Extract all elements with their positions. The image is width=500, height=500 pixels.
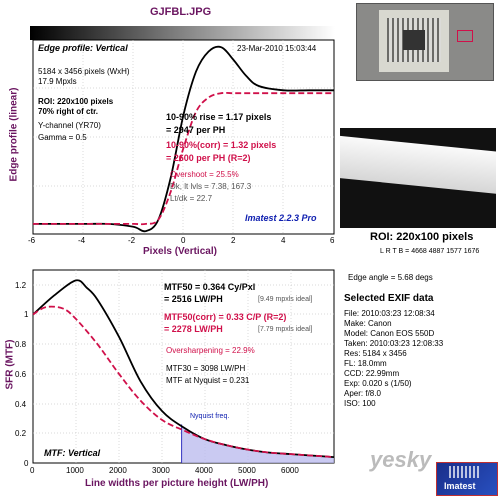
mtf50c-ideal-text: [7.79 mpxls ideal]: [258, 326, 313, 333]
mtf50-text: MTF50 = 0.364 Cy/Pxl: [164, 282, 256, 292]
edge-xtick: 2: [231, 236, 236, 245]
edge-dims: 5184 x 3456 pixels (WxH): [38, 67, 130, 76]
mtf-corrected-line: [32, 305, 335, 458]
edge-profile-plot: [32, 39, 335, 235]
roi-crop-image: [340, 128, 496, 228]
mtf-ytick: 1: [24, 310, 29, 319]
edge-datetime: 23-Mar-2010 15:03:44: [237, 44, 317, 53]
edge-roi: ROI: 220x100 pixels: [38, 97, 114, 106]
edge-corrected-line: [33, 91, 334, 226]
edge-angle: Edge angle = 5.68 degs: [348, 273, 433, 282]
mtf-nyquist-text: MTF at Nyquist = 0.231: [166, 376, 250, 385]
imatest-version: Imatest 2.2.3 Pro: [245, 213, 317, 223]
exif-row: CCD: 22.99mm: [344, 369, 400, 378]
rise-corr-text: 10-90%(corr) = 1.32 pixels: [166, 140, 277, 150]
mtf50-ideal-text: [9.49 mpxls ideal]: [258, 296, 313, 303]
edge-measured-line: [33, 45, 334, 233]
exif-row: FL: 18.0mm: [344, 359, 387, 368]
overshoot-text: Overshoot = 25.5%: [170, 170, 239, 179]
edge-gamma: Gamma = 0.5: [38, 133, 87, 142]
mtf-xtick: 3000: [152, 466, 170, 475]
gray-gradient-strip: [30, 26, 335, 40]
roi-size-label: ROI: 220x100 pixels: [370, 231, 474, 243]
chart-thumbnail: [356, 3, 494, 81]
exif-row: Make: Canon: [344, 319, 392, 328]
mtf-xtick: 1000: [66, 466, 84, 475]
mtf-ylabel: SFR (MTF): [4, 339, 16, 390]
filename-title: GJFBL.JPG: [150, 6, 212, 18]
rise-corr-ph-text: = 2600 per PH (R=2): [166, 153, 251, 163]
nyquist-label: Nyquist freq.: [190, 413, 230, 420]
edge-xtick: 0: [181, 236, 186, 245]
edge-xtick: -6: [28, 236, 36, 245]
exif-row: Model: Canon EOS 550D: [344, 329, 435, 338]
roi-coords: L R T B = 4668 4887 1577 1676: [380, 248, 480, 255]
edge-xtick: -2: [128, 236, 136, 245]
mtf50c-lw-text: = 2278 LW/PH: [164, 324, 223, 334]
mtf-ytick: 0.8: [15, 340, 27, 349]
exif-title: Selected EXIF data: [344, 293, 434, 304]
ltdk-text: Lt/dk = 22.7: [170, 194, 213, 203]
mtf-xtick: 2000: [109, 466, 127, 475]
edge-xtick: -4: [78, 236, 86, 245]
exif-row: ISO: 100: [344, 399, 376, 408]
edge-xlabel: Pixels (Vertical): [143, 246, 217, 257]
nyquist-region: [181, 425, 334, 463]
rise-text: 10-90% rise = 1.17 pixels: [166, 112, 272, 122]
oversharpening-text: Oversharpening = 22.9%: [166, 346, 255, 355]
exif-list: File: 2010:03:23 12:08:34 Make: Canon Mo…: [344, 309, 443, 408]
edge-roi-pos: 70% right of ctr.: [38, 107, 99, 116]
mtf-xtick: 0: [30, 466, 35, 475]
edge-mpxls: 17.9 Mpxls: [38, 77, 77, 86]
exif-row: Aper: f/8.0: [344, 389, 381, 398]
mtf50-lw-text: = 2516 LW/PH: [164, 294, 223, 304]
edge-channel: Y-channel (YR70): [38, 121, 101, 130]
mtf50c-text: MTF50(corr) = 0.33 C/P (R=2): [164, 312, 287, 322]
edge-xtick: 4: [281, 236, 286, 245]
edge-xticks: -6 -4 -2 0 2 4 6: [0, 236, 340, 248]
mtf-ytick: 0.4: [15, 400, 27, 409]
mtf-xtick: 5000: [238, 466, 256, 475]
edge-xtick: 6: [330, 236, 335, 245]
dk-levels-text: Dk, lt lvls = 7.38, 167.3: [170, 182, 252, 191]
exif-row: Taken: 2010:03:23 12:08:33: [344, 339, 444, 348]
rise-ph-text: = 2947 per PH: [166, 125, 226, 135]
mtf-grid: [33, 270, 334, 463]
edge-title: Edge profile: Vertical: [38, 43, 128, 53]
exif-row: File: 2010:03:23 12:08:34: [344, 309, 435, 318]
mtf-ytick: 1.2: [15, 281, 27, 290]
mtf-xtick: 4000: [195, 466, 213, 475]
mtf30-text: MTF30 = 3098 LW/PH: [166, 364, 246, 373]
mtf-vertical-label: MTF: Vertical: [44, 448, 101, 458]
mtf-ytick: 0.6: [15, 370, 27, 379]
mtf-ytick: 0.2: [15, 429, 27, 438]
exif-row: Res: 5184 x 3456: [344, 349, 407, 358]
mtf-xlabel: Line widths per picture height (LW/PH): [85, 478, 269, 489]
mtf-ytick: 0: [24, 459, 29, 468]
mtf-xtick: 6000: [281, 466, 299, 475]
imatest-logo: Imatest: [436, 462, 498, 496]
yesky-watermark: yesky: [370, 447, 432, 472]
exif-row: Exp: 0.020 s (1/50): [344, 379, 412, 388]
edge-grid: [33, 40, 334, 234]
